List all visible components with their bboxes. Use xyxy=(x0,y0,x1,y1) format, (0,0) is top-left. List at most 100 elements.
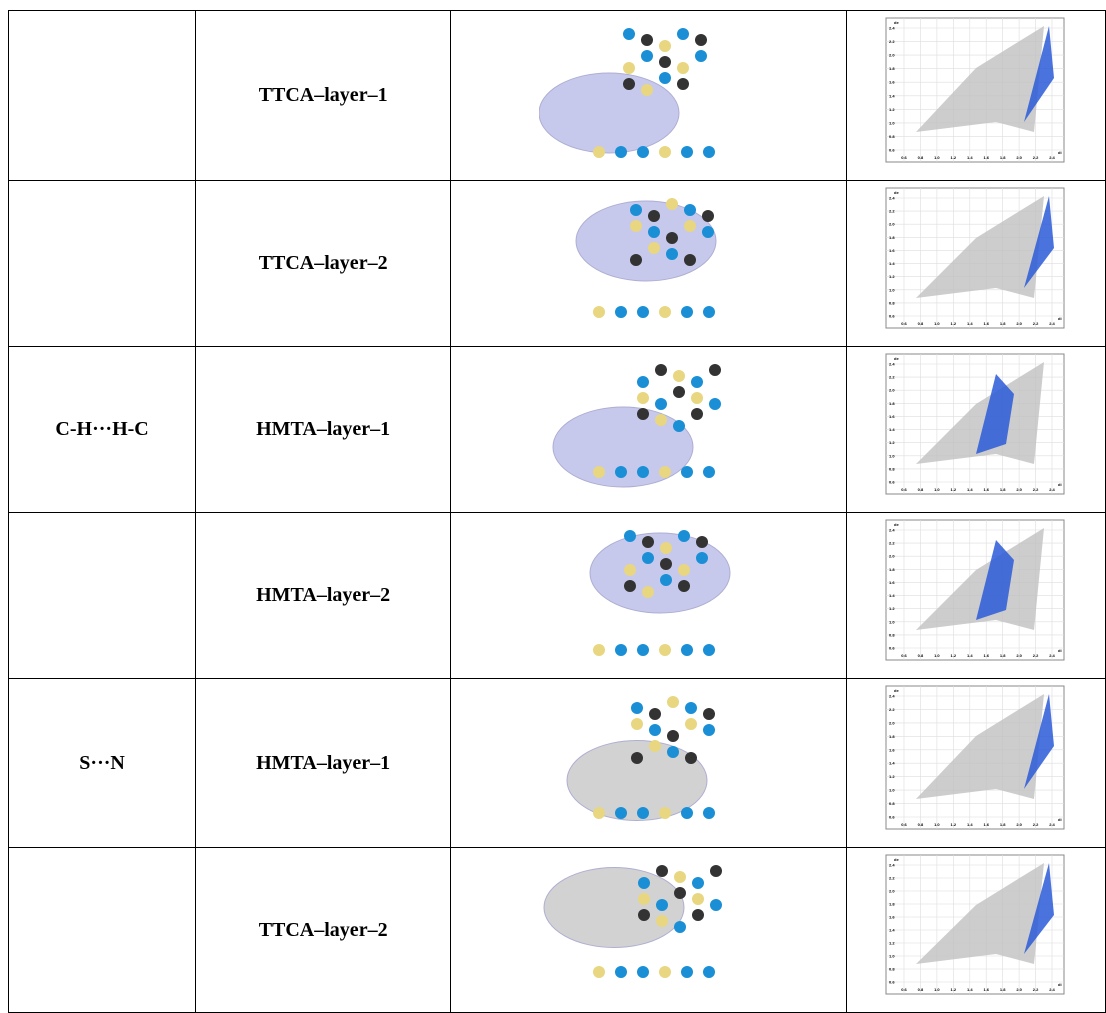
atom xyxy=(684,220,696,232)
y-tick-label: 1.2 xyxy=(889,940,895,945)
y-tick-label: 1.8 xyxy=(889,733,895,738)
molecule-image xyxy=(539,851,759,1004)
x-tick-label: 0.8 xyxy=(918,987,924,992)
x-tick-label: 2.2 xyxy=(1033,321,1039,326)
atom xyxy=(638,877,650,889)
y-tick-label: 0.8 xyxy=(889,801,895,806)
y-tick-label: 0.6 xyxy=(889,479,895,484)
y-tick-label: 1.0 xyxy=(889,953,895,958)
atom xyxy=(642,536,654,548)
atom xyxy=(667,696,679,708)
atom xyxy=(638,909,650,921)
fingerprint-plot: 0.60.60.80.81.01.01.21.21.41.41.61.61.81… xyxy=(876,14,1076,172)
fingerprint-plot: 0.60.60.80.81.01.01.21.21.41.41.61.61.81… xyxy=(876,350,1076,504)
atom xyxy=(623,28,635,40)
x-tick-label: 1.4 xyxy=(967,487,973,492)
x-axis-label: di xyxy=(1058,982,1062,987)
atom xyxy=(649,740,661,752)
atom xyxy=(673,386,685,398)
atom xyxy=(630,204,642,216)
y-tick-label: 2.0 xyxy=(889,387,895,392)
x-tick-label: 0.8 xyxy=(918,822,924,827)
y-tick-label: 2.4 xyxy=(889,361,895,366)
atom xyxy=(695,50,707,62)
atom xyxy=(615,466,627,478)
atom xyxy=(637,807,649,819)
x-tick-label: 1.8 xyxy=(1000,155,1006,160)
y-axis-label: de xyxy=(894,356,899,361)
x-tick-label: 1.6 xyxy=(984,321,990,326)
atom xyxy=(703,466,715,478)
y-tick-label: 1.4 xyxy=(889,93,895,98)
y-tick-label: 1.2 xyxy=(889,274,895,279)
y-axis-label: de xyxy=(894,857,899,862)
atom xyxy=(684,204,696,216)
y-tick-label: 1.8 xyxy=(889,566,895,571)
atom xyxy=(659,807,671,819)
x-tick-label: 0.6 xyxy=(901,155,907,160)
hirshfeld-surface xyxy=(590,533,730,613)
atom xyxy=(666,248,678,260)
atom xyxy=(678,580,690,592)
molecule-image xyxy=(539,184,759,338)
y-tick-label: 2.0 xyxy=(889,52,895,57)
x-axis-label: di xyxy=(1058,316,1062,321)
atom xyxy=(648,210,660,222)
atom xyxy=(642,586,654,598)
atom xyxy=(637,146,649,158)
atom xyxy=(710,899,722,911)
atom xyxy=(630,254,642,266)
x-axis-label: di xyxy=(1058,150,1062,155)
atom xyxy=(678,530,690,542)
atom xyxy=(703,306,715,318)
x-tick-label: 2.0 xyxy=(1016,487,1022,492)
y-tick-label: 2.2 xyxy=(889,875,895,880)
x-tick-label: 1.8 xyxy=(1000,487,1006,492)
atom xyxy=(674,871,686,883)
y-tick-label: 1.0 xyxy=(889,453,895,458)
layer-label: TTCA–layer–2 xyxy=(259,252,388,274)
atom xyxy=(674,921,686,933)
atom xyxy=(642,552,654,564)
atom xyxy=(615,306,627,318)
atom xyxy=(710,865,722,877)
y-tick-label: 1.6 xyxy=(889,247,895,252)
x-tick-label: 2.2 xyxy=(1033,987,1039,992)
atom xyxy=(691,376,703,388)
y-tick-label: 1.6 xyxy=(889,579,895,584)
atom xyxy=(678,564,690,576)
atom xyxy=(692,893,704,905)
contact-cell: S···N xyxy=(9,679,196,848)
atom xyxy=(648,242,660,254)
x-tick-label: 1.0 xyxy=(934,321,940,326)
atom xyxy=(593,146,605,158)
atom xyxy=(667,746,679,758)
y-tick-label: 2.4 xyxy=(889,25,895,30)
y-tick-label: 0.6 xyxy=(889,645,895,650)
y-tick-label: 0.8 xyxy=(889,133,895,138)
atom xyxy=(685,718,697,730)
x-tick-label: 2.4 xyxy=(1049,822,1055,827)
x-tick-label: 1.2 xyxy=(951,822,957,827)
layer-cell: TTCA–layer–2 xyxy=(196,181,451,347)
y-tick-label: 2.0 xyxy=(889,553,895,558)
y-tick-label: 2.4 xyxy=(889,195,895,200)
y-tick-label: 0.8 xyxy=(889,300,895,305)
atom xyxy=(638,893,650,905)
y-tick-label: 1.8 xyxy=(889,234,895,239)
y-tick-label: 0.8 xyxy=(889,966,895,971)
y-tick-label: 2.4 xyxy=(889,862,895,867)
atom xyxy=(692,877,704,889)
x-tick-label: 2.2 xyxy=(1033,822,1039,827)
y-axis-label: de xyxy=(894,190,899,195)
atom xyxy=(666,232,678,244)
molecule-cell xyxy=(451,347,847,513)
molecule-cell xyxy=(451,679,847,848)
atom xyxy=(692,909,704,921)
atom xyxy=(691,408,703,420)
